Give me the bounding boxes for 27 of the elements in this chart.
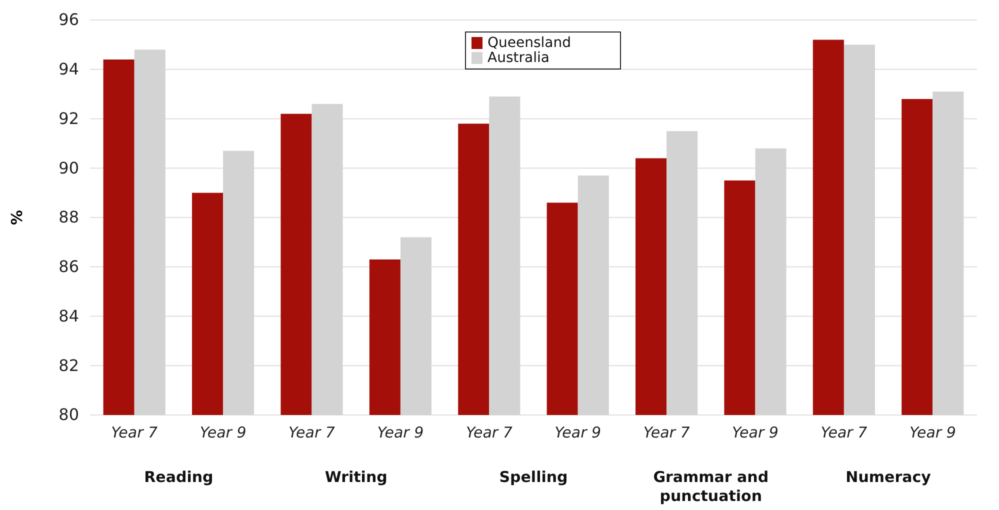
x-tick-label: Year 9 xyxy=(377,424,424,442)
y-tick-label: 92 xyxy=(58,108,79,128)
x-tick-label: Year 7 xyxy=(466,424,513,442)
x-tick-label: Year 7 xyxy=(820,424,868,442)
legend-label: Australia xyxy=(488,50,550,66)
x-tick-label: Year 9 xyxy=(200,424,246,442)
y-tick-label: 84 xyxy=(58,306,79,326)
x-tick-label: Year 9 xyxy=(554,424,602,442)
y-tick-label: 86 xyxy=(58,256,79,276)
text: Grammar and punctuation xyxy=(653,468,769,505)
y-axis-title: % xyxy=(8,210,26,226)
y-tick-label: 88 xyxy=(58,208,79,227)
x-tick-label: Year 7 xyxy=(643,424,690,442)
x-tick-label: Year 7 xyxy=(111,424,158,442)
text: Reading xyxy=(144,468,214,486)
y-tick-label: 80 xyxy=(58,405,79,424)
y-tick-label: 94 xyxy=(58,59,79,78)
y-tick-label: 96 xyxy=(58,10,79,30)
x-tick-label: Year 9 xyxy=(732,424,778,442)
y-tick-label: 90 xyxy=(58,158,79,178)
x-tick-label: Year 9 xyxy=(909,424,956,442)
x-tick-label: Year 7 xyxy=(288,424,336,442)
text: Spelling xyxy=(499,468,568,486)
y-tick-label: 82 xyxy=(58,356,79,375)
text: Writing xyxy=(324,468,388,486)
text: Numeracy xyxy=(846,468,932,486)
legend-label: Queensland xyxy=(488,35,572,51)
